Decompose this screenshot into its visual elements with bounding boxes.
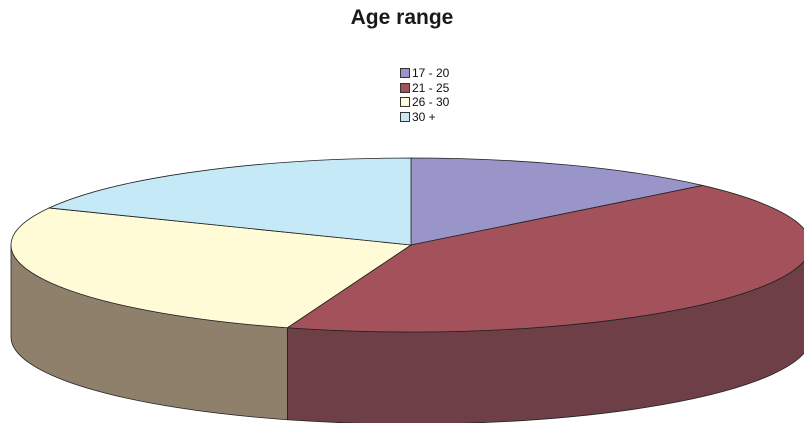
legend: 17 - 20 21 - 25 26 - 30 30 + <box>400 66 449 124</box>
legend-swatch <box>400 82 410 93</box>
legend-label: 26 - 30 <box>412 95 450 109</box>
legend-swatch <box>400 111 410 122</box>
legend-label: 30 + <box>412 109 436 124</box>
chart-title: Age range <box>350 6 454 29</box>
legend-item-30-plus: 30 + <box>400 110 449 124</box>
legend-item-26-30: 26 - 30 <box>400 95 449 109</box>
legend-label: 21 - 25 <box>412 80 450 95</box>
legend-item-21-25: 21 - 25 <box>400 81 449 95</box>
legend-swatch <box>400 68 410 78</box>
legend-item-17-20: 17 - 20 <box>400 66 449 80</box>
pie-slice-30 <box>47 157 412 246</box>
pie-slice-17-20 <box>410 157 703 246</box>
legend-label: 17 - 20 <box>412 66 450 80</box>
legend-swatch <box>400 97 410 107</box>
pie-slice-26-30 <box>10 207 413 329</box>
pie-slice-21-25 <box>286 185 804 333</box>
